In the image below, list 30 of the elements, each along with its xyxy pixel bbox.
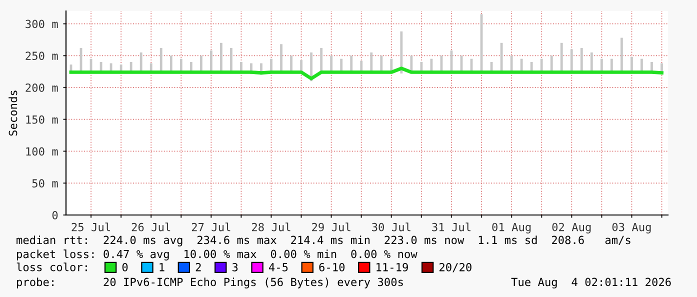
y-tick-label: 200 m: [26, 84, 58, 92]
legend-label: 11-19: [376, 262, 408, 272]
y-tick-label: 300 m: [26, 20, 58, 28]
y-tick-label: 50 m: [32, 179, 58, 188]
legend-label: 1: [160, 263, 164, 272]
x-tick-label: 02 Aug: [552, 222, 591, 234]
x-tick-label: 25 Jul: [72, 222, 110, 232]
y-axis-title: Seconds: [8, 90, 18, 136]
x-tick-label: 30 Jul: [372, 222, 410, 232]
x-tick-label: 27 Jul: [192, 222, 230, 232]
x-tick-label: 26 Jul: [132, 222, 170, 232]
y-tick-label: 250 m: [26, 52, 58, 60]
legend-label: 2: [196, 262, 201, 272]
text: probe: 20 IPv6-ICMP Echo Pings (56 Bytes) every 300s Tue Aug 4 02:01:11 2026: [17, 278, 671, 288]
x-tick-label: 01 Aug: [492, 222, 531, 234]
legend-label: 20/20: [440, 262, 472, 272]
text: packet loss: 0.47 % avg 10.00 % max 0.00 % min 0.00 % now: [17, 250, 418, 260]
y-tick-label: 150 m: [26, 115, 58, 124]
x-tick-label: 31 Jul: [432, 222, 470, 232]
legend-label: 3: [232, 262, 238, 272]
y-tick-label: 100 m: [26, 147, 58, 156]
y-tick-label: 0: [52, 211, 58, 220]
legend-title: loss color:: [16, 262, 87, 272]
text: median rtt: 224.0 ms avg 234.6 ms max 214.4 ms min 223.0 ms now 1.1 ms sd 208.6 am/s: [16, 236, 630, 246]
legend-label: 4-5: [268, 263, 288, 272]
legend-label: 6-10: [319, 262, 345, 272]
x-tick-label: 28 Jul: [252, 222, 290, 232]
legend-label: 0: [122, 262, 128, 272]
x-tick-label: 29 Jul: [312, 222, 350, 232]
x-tick-label: 03 Aug: [612, 222, 651, 234]
